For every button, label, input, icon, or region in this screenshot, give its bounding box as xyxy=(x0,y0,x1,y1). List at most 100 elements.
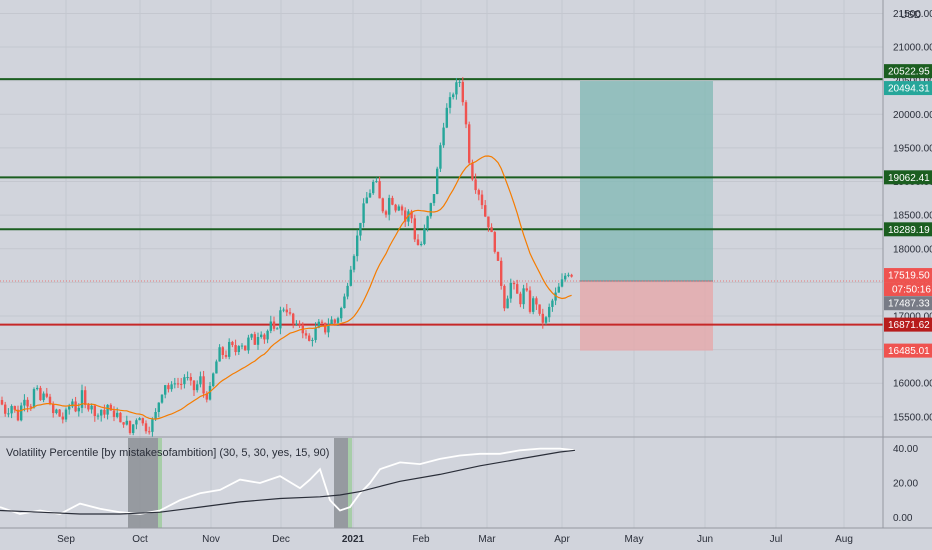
candle-body xyxy=(74,401,77,412)
indicator-highlight-band xyxy=(334,438,352,528)
candle-body xyxy=(468,124,471,163)
candle-body xyxy=(202,376,205,394)
candle-body xyxy=(148,431,151,433)
time-tick-label: Apr xyxy=(554,534,570,545)
candle-body xyxy=(42,393,45,401)
candle-body xyxy=(20,405,23,421)
price-tag-label: 16871.62 xyxy=(888,320,930,331)
candle-body xyxy=(266,330,269,340)
candle-body xyxy=(464,102,468,125)
price-tag-box xyxy=(884,296,932,311)
candle-body xyxy=(570,274,573,277)
candle-body xyxy=(215,361,218,374)
price-tick-label: 17000.00 xyxy=(893,311,932,322)
candle-body xyxy=(116,412,119,417)
candle-body xyxy=(317,321,320,328)
candle-body xyxy=(68,406,71,410)
candle-body xyxy=(356,235,359,257)
time-tick-label: Aug xyxy=(835,534,853,545)
candle-body xyxy=(506,298,509,309)
candle-body xyxy=(96,415,100,417)
candle-body xyxy=(381,198,384,212)
candle-body xyxy=(32,389,36,408)
candle-body xyxy=(208,385,212,400)
candle-body xyxy=(503,285,506,309)
candle-body xyxy=(436,168,439,195)
candle-body xyxy=(212,373,215,386)
candle-body xyxy=(320,321,324,323)
candle-body xyxy=(528,290,532,312)
candle-body xyxy=(551,300,554,307)
stop-zone xyxy=(580,281,713,351)
candle-body xyxy=(250,334,253,338)
candles xyxy=(0,77,573,438)
volatility-average-line xyxy=(0,449,576,515)
candle-body xyxy=(279,310,282,329)
candle-body xyxy=(189,377,192,381)
candle-body xyxy=(480,194,484,206)
countdown-box xyxy=(884,282,932,297)
time-tick-label: 2021 xyxy=(342,534,365,545)
price-tag-label: 20522.95 xyxy=(888,67,930,78)
candle-body xyxy=(205,393,208,400)
candle-body xyxy=(176,383,180,385)
indicator-tick-label: 40.00 xyxy=(893,444,918,455)
price-tag-box xyxy=(884,222,932,237)
position-zones[interactable] xyxy=(580,81,713,351)
horizontal-levels[interactable] xyxy=(0,78,883,326)
candle-body xyxy=(247,337,250,351)
time-axis-ticks[interactable]: Sep Oct Nov Dec 2021 Feb Mar Apr May Jun Jul Aug xyxy=(57,534,853,545)
candle-body xyxy=(471,162,474,180)
candle-body xyxy=(106,404,109,415)
candle-body xyxy=(132,424,135,434)
candle-body xyxy=(375,181,378,183)
candle-body xyxy=(420,243,423,246)
candle-body xyxy=(173,383,176,385)
candle-body xyxy=(365,197,368,204)
candle-body xyxy=(541,313,544,323)
candle-body xyxy=(388,197,391,215)
candle-body xyxy=(0,400,4,405)
candle-body xyxy=(109,404,112,411)
candle-body xyxy=(532,298,535,312)
time-tick-label: May xyxy=(625,534,644,545)
candle-body xyxy=(71,401,74,407)
candle-body xyxy=(48,396,52,404)
time-tick-label: Sep xyxy=(57,534,75,545)
candle-body xyxy=(538,304,541,314)
candle-body xyxy=(394,204,397,211)
candle-body xyxy=(157,402,160,412)
time-tick-label: Oct xyxy=(132,534,148,545)
candle-body xyxy=(487,216,490,228)
price-tag-box xyxy=(884,81,932,96)
candle-body xyxy=(336,318,340,323)
price-tag-box xyxy=(884,317,932,332)
candle-body xyxy=(324,322,327,333)
indicator-axis-ticks: 40.00 20.00 0.00 xyxy=(893,444,918,524)
indicator-lines xyxy=(0,447,576,515)
candle-body xyxy=(160,394,164,403)
candle-body xyxy=(522,288,525,305)
candle-body xyxy=(180,383,183,385)
candle-body xyxy=(372,181,375,194)
candle-body xyxy=(77,407,80,412)
candle-body xyxy=(442,127,445,146)
currency-label: USD xyxy=(900,10,921,21)
indicator-tick-label: 20.00 xyxy=(893,479,918,490)
indicator-title[interactable]: Volatility Percentile [by mistakesofambi… xyxy=(6,447,329,459)
candle-body xyxy=(525,288,528,291)
candle-body xyxy=(119,412,122,423)
candle-body xyxy=(58,409,61,417)
candle-body xyxy=(484,205,487,217)
candle-body xyxy=(7,413,10,415)
candle-body xyxy=(128,420,132,434)
candle-body xyxy=(260,334,263,338)
candle-body xyxy=(519,293,522,305)
candle-body xyxy=(103,409,106,415)
indicator-highlight-edge xyxy=(158,438,162,528)
candle-body xyxy=(548,306,551,318)
candle-body xyxy=(359,222,362,236)
price-tick-label: 15500.00 xyxy=(893,412,932,423)
candle-body xyxy=(349,269,352,286)
